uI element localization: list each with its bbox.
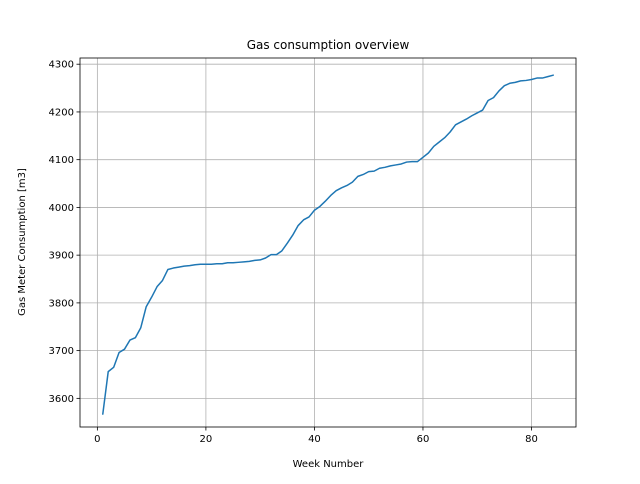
x-tick-label: 40 xyxy=(308,434,321,445)
x-axis-label: Week Number xyxy=(293,459,365,470)
y-tick-label: 4300 xyxy=(49,60,74,71)
y-tick-label: 3600 xyxy=(49,394,74,405)
x-tick-label: 20 xyxy=(200,434,213,445)
grid xyxy=(80,58,576,427)
y-tick-label: 4200 xyxy=(49,107,74,118)
y-tick-label: 3700 xyxy=(49,346,74,357)
y-tick-label: 3800 xyxy=(49,298,74,309)
y-axis-ticks: 3600 3700 3800 3900 4000 4100 4200 4300 xyxy=(49,60,80,405)
y-tick-label: 4100 xyxy=(49,155,74,166)
series-line xyxy=(102,74,554,415)
y-tick-label: 3900 xyxy=(49,251,74,262)
plot-frame xyxy=(79,57,577,428)
y-axis-label: Gas Meter Consumption [m3] xyxy=(17,168,28,316)
x-tick-label: 0 xyxy=(94,434,100,445)
x-axis-ticks: 0 20 40 60 80 xyxy=(94,427,538,445)
chart-title: Gas consumption overview xyxy=(247,38,410,52)
x-tick-label: 60 xyxy=(417,434,430,445)
y-tick-label: 4000 xyxy=(49,203,74,214)
series-layer xyxy=(102,74,554,415)
x-tick-label: 80 xyxy=(525,434,538,445)
